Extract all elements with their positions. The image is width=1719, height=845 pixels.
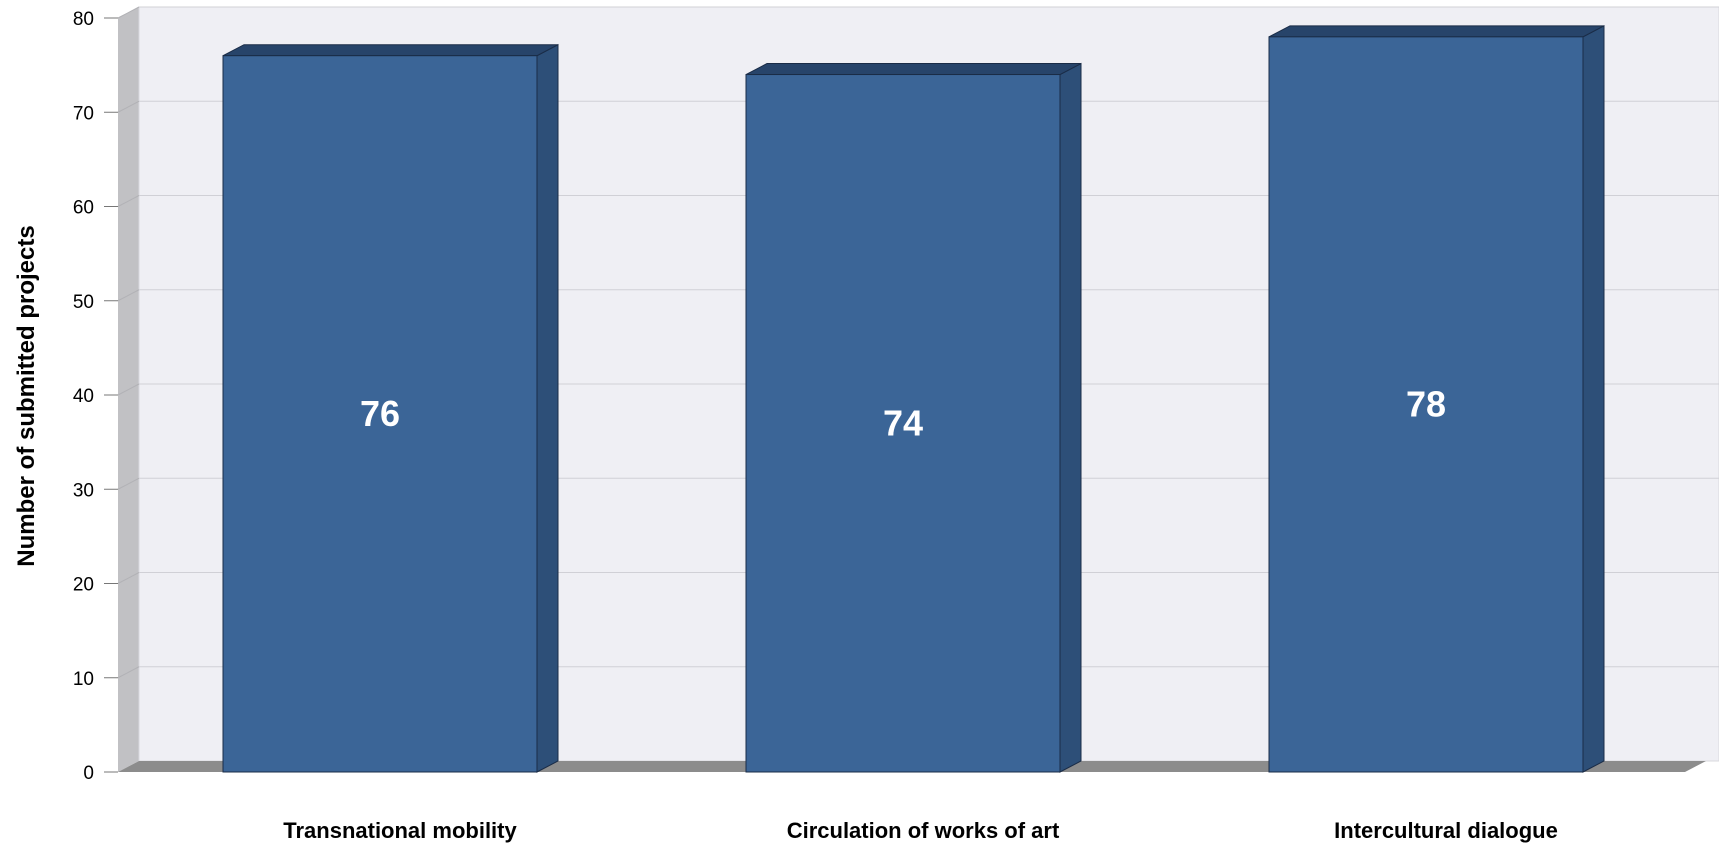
value-label: 74 <box>883 402 923 443</box>
bar-front <box>745 74 1061 773</box>
y-tick-label: 30 <box>73 480 94 501</box>
value-label: 78 <box>1406 383 1446 424</box>
gridline <box>117 195 140 207</box>
bar-top <box>745 63 1082 76</box>
y-tick-label: 70 <box>73 103 94 124</box>
bar-front <box>1268 36 1584 773</box>
y-tick-label: 10 <box>73 669 94 690</box>
y-tick-label: 50 <box>73 292 94 313</box>
bar <box>1268 25 1605 773</box>
bar-side <box>1059 62 1082 773</box>
y-axis-title: Number of submitted projects <box>13 225 40 566</box>
category-label: Circulation of works of art <box>787 818 1060 843</box>
bar-side <box>1582 25 1605 773</box>
y-tick-label: 20 <box>73 575 94 596</box>
gridline <box>117 572 140 584</box>
bar-top <box>1268 25 1605 38</box>
bar-side <box>536 43 559 773</box>
gridline <box>117 477 140 490</box>
value-label: 76 <box>360 393 400 434</box>
gridline <box>117 6 140 19</box>
gridline <box>117 100 140 113</box>
y-axis: 0 10 20 30 40 50 60 70 80 <box>73 9 118 784</box>
bars <box>222 25 1605 773</box>
category-label: Transnational mobility <box>283 818 517 843</box>
category-labels: Transnational mobility Circulation of wor… <box>283 818 1558 843</box>
value-labels: 76 74 78 <box>360 383 1446 443</box>
gridline <box>117 383 140 396</box>
y-tick-label: 0 <box>83 763 94 784</box>
category-label: Intercultural dialogue <box>1334 818 1558 843</box>
bar-front <box>222 55 538 773</box>
gridline <box>117 666 140 679</box>
bar <box>745 62 1082 773</box>
y-tick-label: 60 <box>73 198 94 219</box>
bar-top <box>222 44 559 57</box>
bar <box>222 43 559 773</box>
y-tick-label: 80 <box>73 9 94 30</box>
gridline <box>117 289 140 302</box>
y-tick-label: 40 <box>73 386 94 407</box>
